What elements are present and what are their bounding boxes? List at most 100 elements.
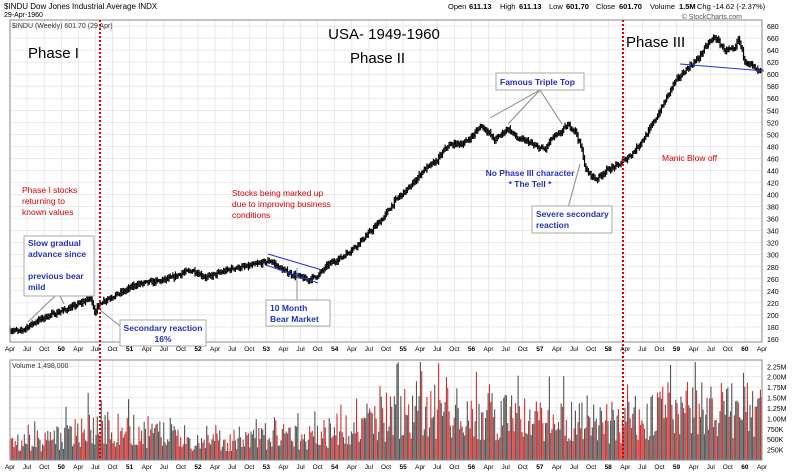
volume-bar xyxy=(388,426,390,460)
volume-bar xyxy=(664,404,666,460)
volume-bar xyxy=(189,438,191,460)
volume-bar xyxy=(479,440,481,460)
y-tick-label: 200 xyxy=(767,313,779,320)
volume-x-tick-label: Oct xyxy=(381,464,391,471)
volume-bar xyxy=(186,437,188,460)
volume-bar xyxy=(77,423,79,460)
volume-bar xyxy=(431,418,433,460)
volume-bar xyxy=(352,433,354,460)
volume-bar xyxy=(14,440,16,460)
volume-bar xyxy=(181,447,183,460)
volume-x-tick-label: Apr xyxy=(278,464,289,471)
volume-x-tick-label: Apr xyxy=(689,464,700,471)
volume-y-tick-label: 750K xyxy=(767,427,784,434)
phase3-neckline xyxy=(679,63,765,72)
volume-bar xyxy=(531,424,533,460)
volume-bar xyxy=(457,408,459,460)
x-tick-label: Jul xyxy=(638,346,647,353)
volume-bar xyxy=(305,441,307,460)
volume-bar xyxy=(586,395,588,460)
volume-bar xyxy=(512,418,514,460)
volume-x-tick-label: Oct xyxy=(654,464,664,471)
x-tick-label: Apr xyxy=(5,346,16,353)
volume-x-tick-label: 50 xyxy=(58,464,66,471)
volume-bar xyxy=(331,437,333,460)
volume-bar xyxy=(427,436,429,460)
volume-bar xyxy=(130,443,132,460)
volume-bar xyxy=(598,425,600,460)
volume-bar xyxy=(260,428,263,460)
volume-bar xyxy=(165,445,167,460)
volume-bar xyxy=(393,396,395,460)
volume-bar xyxy=(137,445,139,460)
volume-bar xyxy=(19,450,21,460)
volume-bar xyxy=(103,443,105,460)
volume-bar xyxy=(504,394,506,460)
volume-bar xyxy=(469,428,471,460)
volume-bar xyxy=(421,371,423,460)
volume-bar xyxy=(259,438,261,460)
close-label: Close xyxy=(596,2,615,11)
x-tick-label: 52 xyxy=(194,346,202,353)
volume-bar xyxy=(521,432,523,460)
close-value: 601.70 xyxy=(619,2,642,11)
x-tick-label: Oct xyxy=(449,346,459,353)
volume-bar xyxy=(35,447,37,460)
volume-bar xyxy=(285,431,287,460)
volume-bar xyxy=(237,438,239,460)
y-axis-labels: 160 180 200 220 240 260 280 300 320 340 360 380 400 4… xyxy=(767,24,779,344)
volume-bar xyxy=(374,406,376,460)
volume-bar xyxy=(176,435,178,460)
volume-bar xyxy=(703,434,705,460)
volume-bar xyxy=(486,409,488,460)
callout-box-severe-reaction xyxy=(531,205,613,234)
volume-bar xyxy=(152,433,154,460)
x-tick-label: Oct xyxy=(654,346,664,353)
volume-bar xyxy=(483,439,485,460)
low-value: 601.70 xyxy=(566,2,589,11)
volume-bar xyxy=(484,418,487,460)
volume-bar xyxy=(114,446,117,460)
volume-bar xyxy=(563,376,565,460)
volume-bar xyxy=(346,444,348,460)
volume-bar xyxy=(455,404,457,460)
volume-bar xyxy=(547,409,549,460)
volume-bar xyxy=(263,435,265,460)
volume-bar xyxy=(34,421,36,460)
volume-bar xyxy=(225,450,227,460)
volume-bar xyxy=(673,433,676,460)
volume-bar xyxy=(354,433,356,460)
volume-bar xyxy=(154,427,156,460)
volume-x-tick-label: Apr xyxy=(210,464,221,471)
x-tick-label: Apr xyxy=(620,346,631,353)
volume-bar xyxy=(645,438,647,460)
volume-y-tick-label: 2.25M xyxy=(767,364,787,371)
volume-y-tick-label: 500K xyxy=(767,437,784,444)
volume-bar xyxy=(86,441,88,460)
volume-bar xyxy=(272,430,274,460)
volume-bar xyxy=(58,449,61,460)
volume-bar xyxy=(335,435,337,460)
volume-bar xyxy=(602,422,604,460)
volume-bar xyxy=(538,420,540,460)
volume-bar xyxy=(258,427,260,460)
volume-bar xyxy=(384,441,386,460)
callout-box-slow-advance xyxy=(23,235,95,297)
volume-bar xyxy=(383,422,385,460)
volume-bar xyxy=(581,402,583,460)
x-tick-label: 59 xyxy=(673,346,681,353)
volume-bar xyxy=(611,401,613,460)
volume-bar xyxy=(576,434,578,460)
volume-x-tick-label: 57 xyxy=(536,464,544,471)
volume-bar xyxy=(275,420,277,460)
volume-bar xyxy=(131,445,134,460)
volume-bar xyxy=(658,397,660,460)
volume-bar xyxy=(281,429,283,460)
volume-bar xyxy=(51,440,53,460)
volume-bar xyxy=(711,398,713,460)
volume-bar xyxy=(720,382,722,460)
price-layer xyxy=(9,34,764,335)
volume-bar xyxy=(470,400,472,460)
annotation-line: conditions xyxy=(232,210,270,220)
